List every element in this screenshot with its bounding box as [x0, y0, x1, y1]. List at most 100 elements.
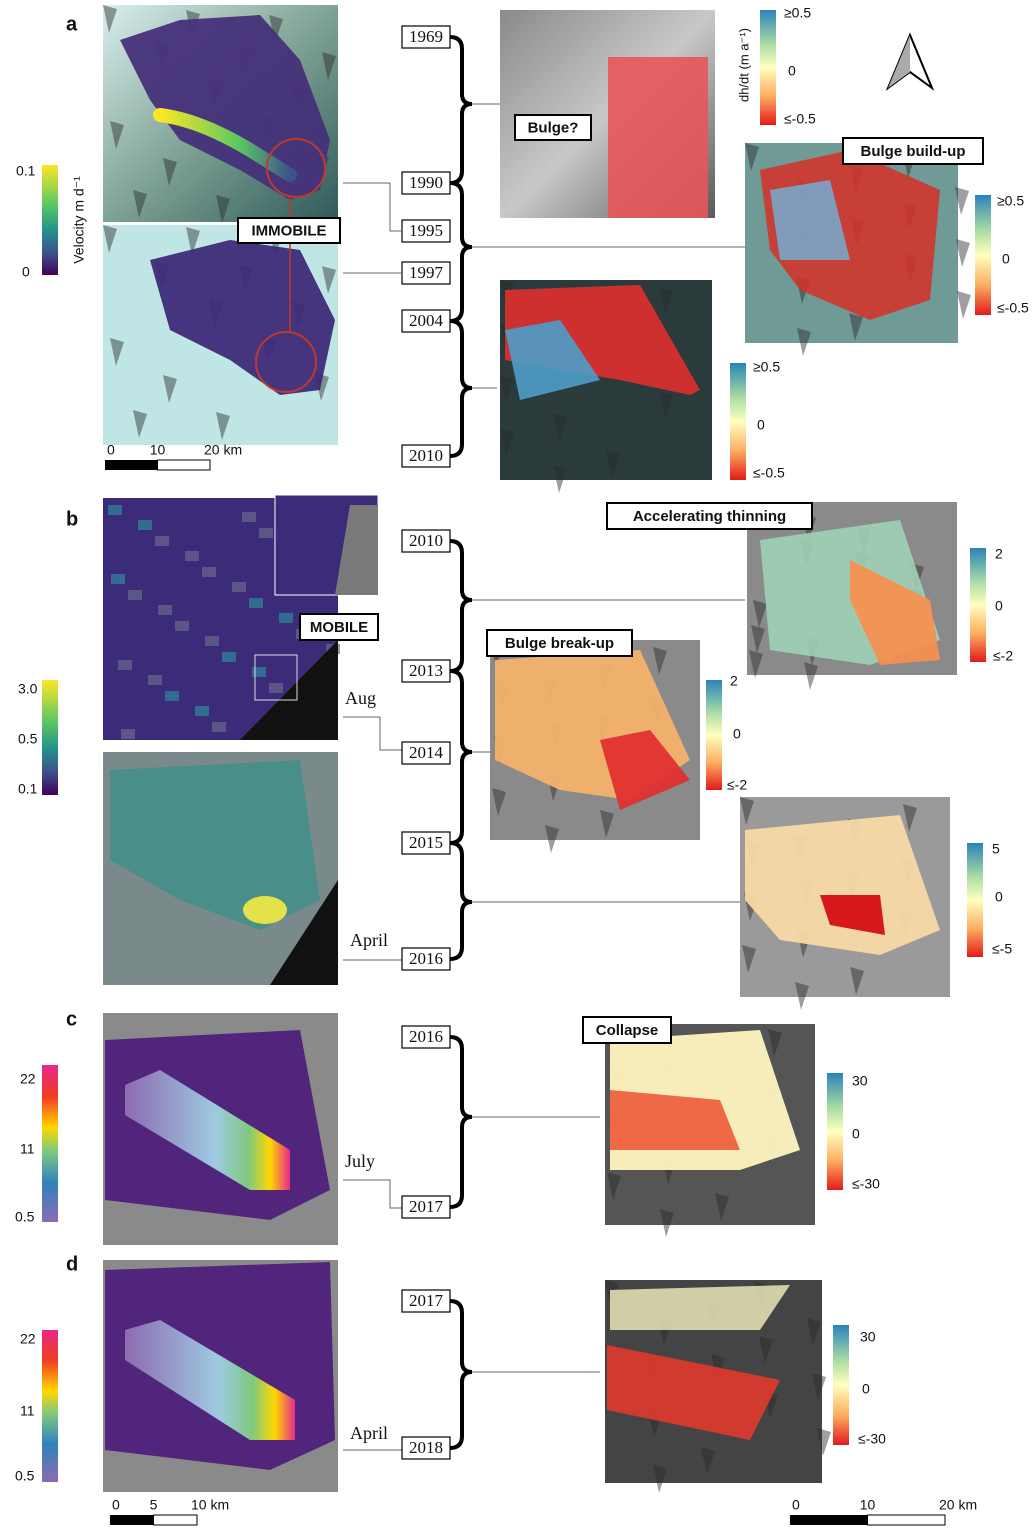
- terrain: [957, 291, 971, 319]
- year: 1990: [409, 173, 443, 192]
- scale-bar: [110, 1515, 154, 1525]
- terrain: [269, 15, 283, 43]
- colorbar-tick: 11: [20, 1141, 35, 1157]
- colorbar-tick: 0.5: [18, 731, 38, 747]
- year: 2004: [409, 311, 444, 330]
- terrain: [653, 1465, 667, 1493]
- bracket: [449, 35, 473, 185]
- terrain: [715, 1193, 729, 1221]
- year: 2017: [409, 1197, 444, 1216]
- terrain: [216, 195, 230, 223]
- velocity-patch: [249, 598, 263, 608]
- colorbar-tick: 0: [1002, 251, 1010, 267]
- colorbar-tick: 0: [995, 889, 1003, 905]
- north-arrow: [888, 35, 910, 88]
- panel-label: a: [66, 13, 78, 35]
- terrain: [600, 810, 614, 838]
- velocity-patch: [222, 652, 236, 662]
- bracket: [449, 319, 473, 458]
- year: 2010: [409, 446, 443, 465]
- colorbar: [42, 680, 58, 795]
- bracket: [449, 539, 473, 673]
- terrain: [322, 52, 336, 80]
- colorbar: [42, 1330, 58, 1482]
- ocean: [270, 880, 338, 985]
- year: 1969: [409, 27, 443, 46]
- colorbar-tick: 0.5: [15, 1468, 35, 1484]
- terrain: [606, 450, 620, 478]
- colorbar-tick: 0: [757, 417, 765, 433]
- velocity-patch: [195, 706, 209, 716]
- year: 2010: [409, 531, 443, 550]
- year: 2013: [409, 661, 443, 680]
- annotation-box: [514, 114, 592, 141]
- terrain: [163, 375, 177, 403]
- year: 1995: [409, 221, 443, 240]
- terrain: [797, 328, 811, 356]
- annotation-box: [486, 629, 633, 657]
- connector-line: [343, 716, 402, 751]
- month: April: [350, 930, 388, 950]
- year-box: [401, 741, 451, 765]
- velocity-streak: [125, 1320, 295, 1440]
- surge-front-circle: [255, 331, 317, 393]
- velocity-patch: [175, 621, 189, 631]
- month: Aug: [345, 688, 376, 708]
- scale-label: 20 km: [204, 442, 242, 458]
- colorbar-tick: 0: [22, 264, 30, 280]
- velocity-patch: [185, 551, 199, 561]
- terrain: [795, 982, 809, 1010]
- dhdt-overlay: [607, 1345, 780, 1440]
- colorbar-tick: 30: [860, 1329, 876, 1345]
- annotation: MOBILE: [310, 619, 368, 636]
- velocity-patch: [155, 536, 169, 546]
- dhdt-overlay: [608, 57, 708, 218]
- colorbar-tick: ≤-30: [858, 1431, 886, 1447]
- scale-bar: [867, 1514, 946, 1526]
- year: 2016: [409, 1027, 443, 1046]
- annotation-box: [582, 1016, 672, 1044]
- dhdt-overlay: [820, 895, 885, 935]
- colorbar-tick: 2: [730, 673, 738, 689]
- colorbar-tick: ≤-5: [992, 941, 1012, 957]
- colorbar-tick: ≤-2: [727, 777, 747, 793]
- terrain: [133, 410, 147, 438]
- terrain: [186, 227, 200, 255]
- inset-land: [335, 505, 378, 595]
- month: July: [345, 1151, 375, 1171]
- glacier-velocity: [120, 15, 330, 200]
- bracket: [449, 1299, 473, 1450]
- terrain: [553, 413, 567, 441]
- velocity-patch: [252, 667, 266, 677]
- colorbar-tick: 11: [20, 1403, 35, 1419]
- terrain: [850, 967, 864, 995]
- terrain: [133, 190, 147, 218]
- velocity-patch: [118, 660, 132, 670]
- colorbar-tick: 22: [20, 1071, 36, 1087]
- terrain: [163, 158, 177, 186]
- terrain: [110, 121, 124, 149]
- terrain: [956, 239, 970, 267]
- velocity-patch: [232, 582, 246, 592]
- scale-label: 0: [112, 1497, 120, 1513]
- surge-front-circle: [266, 138, 326, 198]
- velocity-patch: [165, 691, 179, 701]
- terrain: [804, 662, 818, 690]
- scale-label: 10 km: [191, 1497, 229, 1513]
- annotation-box: [606, 502, 813, 530]
- scale-bar: [153, 1514, 198, 1526]
- terrain: [607, 1172, 621, 1200]
- colorbar-tick: ≤-30: [852, 1176, 880, 1192]
- colorbar: [706, 680, 722, 790]
- velocity-patch: [279, 613, 293, 623]
- terrain: [500, 428, 514, 456]
- year: 2014: [409, 743, 444, 762]
- colorbar-tick: 0: [995, 598, 1003, 614]
- colorbar-tick: ≤-0.5: [784, 111, 816, 127]
- terrain: [807, 1318, 821, 1346]
- colorbar-tick: 0.5: [15, 1209, 35, 1225]
- colorbar-tick: 0.1: [18, 781, 38, 797]
- colorbar-tick: ≥0.5: [997, 193, 1024, 209]
- terrain: [322, 266, 336, 294]
